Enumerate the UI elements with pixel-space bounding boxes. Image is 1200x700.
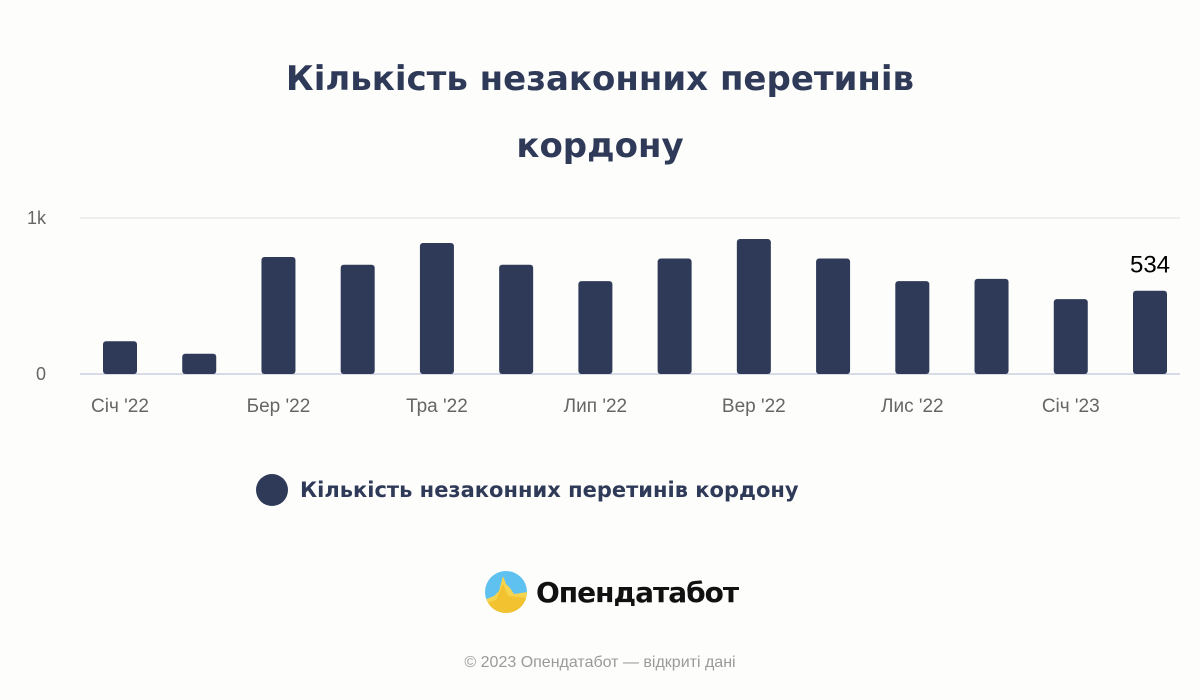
- x-tick-label: Тра '22: [406, 396, 468, 417]
- chart-title: Кількість незаконних перетинів кордону: [285, 59, 915, 166]
- bar[interactable]: [419, 242, 454, 374]
- opendatabot-logo-icon: [485, 571, 527, 613]
- bar[interactable]: [1053, 299, 1088, 374]
- x-tick-label: Лип '22: [564, 396, 627, 417]
- brand: Опендатабот: [484, 570, 739, 614]
- x-tick-label: Січ '22: [91, 396, 149, 417]
- bar[interactable]: [974, 278, 1009, 374]
- x-tick-label: Лис '22: [881, 396, 944, 417]
- bar[interactable]: [1133, 290, 1167, 374]
- footer-copyright: © 2023 Опендатабот — відкриті дані: [464, 654, 736, 671]
- data-label: 534: [1130, 252, 1170, 279]
- bar[interactable]: [816, 258, 851, 374]
- bar[interactable]: [182, 353, 217, 374]
- y-tick-label: 1k: [27, 208, 47, 228]
- x-tick-label: Бер '22: [247, 396, 311, 417]
- legend-label: Кількість незаконних перетинів кордону: [300, 478, 799, 502]
- legend[interactable]: Кількість незаконних перетинів кордону: [256, 474, 799, 506]
- x-tick-label: Вер '22: [722, 396, 786, 417]
- bar[interactable]: [657, 258, 692, 374]
- bar[interactable]: [103, 341, 137, 374]
- bar[interactable]: [261, 257, 296, 374]
- legend-marker: [256, 474, 288, 506]
- y-tick-label: 0: [36, 364, 46, 384]
- bar[interactable]: [340, 264, 375, 374]
- bar[interactable]: [736, 239, 771, 374]
- bar[interactable]: [578, 281, 613, 374]
- bar[interactable]: [499, 264, 534, 374]
- x-tick-label: Січ '23: [1042, 396, 1100, 417]
- brand-name: Опендатабот: [536, 575, 739, 609]
- bar[interactable]: [895, 281, 930, 374]
